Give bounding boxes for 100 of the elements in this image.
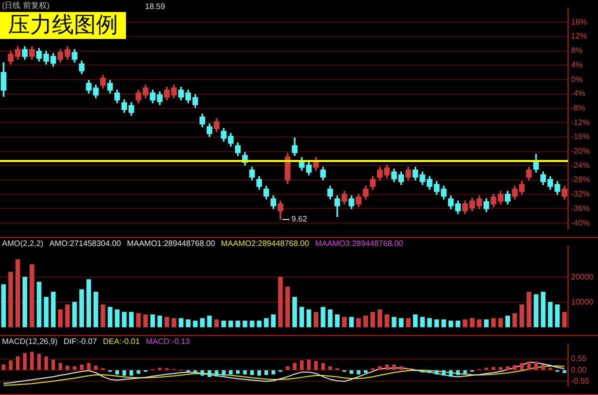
bar bbox=[299, 306, 304, 328]
bar bbox=[236, 320, 240, 328]
bar bbox=[36, 282, 42, 328]
bar bbox=[178, 318, 184, 328]
y-tick-label: -20% bbox=[571, 146, 590, 156]
bar bbox=[378, 366, 382, 370]
bar bbox=[334, 314, 340, 328]
bar bbox=[328, 309, 332, 328]
bar bbox=[214, 370, 218, 376]
bar bbox=[250, 320, 254, 328]
bar bbox=[342, 316, 347, 328]
bar bbox=[463, 370, 467, 374]
y-tick-label: -0.55 bbox=[571, 376, 590, 386]
bar bbox=[448, 320, 454, 328]
bar bbox=[321, 363, 325, 370]
bar bbox=[350, 370, 354, 374]
bar bbox=[51, 360, 56, 370]
bar bbox=[164, 316, 170, 328]
bar bbox=[122, 370, 126, 376]
bar bbox=[456, 370, 460, 376]
bar bbox=[37, 354, 41, 370]
bar bbox=[356, 318, 361, 328]
chart-title: MACD(12,26,9) bbox=[2, 337, 58, 346]
y-tick-label: -4% bbox=[571, 89, 586, 98]
bar bbox=[498, 367, 502, 370]
bar bbox=[23, 352, 27, 370]
bar bbox=[356, 370, 360, 374]
bar bbox=[427, 318, 432, 328]
bar bbox=[540, 292, 546, 328]
bar bbox=[256, 320, 262, 328]
annotation: AMO:271458304.00 bbox=[49, 239, 121, 248]
bar bbox=[193, 370, 198, 374]
chart-title: AMO(2,2,2) bbox=[2, 239, 44, 248]
bar bbox=[272, 370, 276, 374]
bar bbox=[257, 370, 261, 376]
text: DEA:-0.01 bbox=[102, 337, 140, 346]
bar bbox=[228, 370, 233, 374]
bar bbox=[349, 316, 354, 328]
annotation: MAAMO3:289448768.00 bbox=[315, 239, 404, 248]
bar bbox=[392, 364, 396, 370]
bar bbox=[492, 367, 496, 370]
bar bbox=[491, 318, 496, 328]
y-tick-label: -16% bbox=[571, 132, 590, 142]
bar bbox=[285, 286, 290, 328]
bar bbox=[534, 294, 538, 328]
bar bbox=[534, 362, 538, 370]
bar bbox=[378, 309, 382, 328]
bar bbox=[136, 370, 140, 374]
bar bbox=[72, 366, 76, 370]
bar bbox=[278, 276, 283, 328]
text: DIF:-0.07 bbox=[64, 337, 97, 346]
bar bbox=[562, 312, 567, 328]
bar bbox=[157, 316, 162, 328]
bar bbox=[1, 284, 6, 328]
bar bbox=[520, 363, 524, 370]
bar bbox=[122, 312, 127, 328]
bar bbox=[413, 314, 418, 328]
bar bbox=[441, 319, 446, 328]
bar bbox=[307, 360, 311, 370]
bar bbox=[264, 370, 268, 376]
bar bbox=[8, 272, 13, 328]
bar bbox=[86, 279, 92, 328]
bar bbox=[470, 318, 474, 328]
annotation: 9.62 bbox=[291, 214, 308, 224]
y-tick-label: -40% bbox=[571, 218, 590, 228]
bar bbox=[385, 364, 389, 370]
y-tick-label: -8% bbox=[571, 103, 586, 112]
bar bbox=[8, 360, 12, 370]
bar bbox=[108, 306, 112, 328]
bar bbox=[200, 318, 205, 328]
bar bbox=[392, 316, 396, 328]
bar bbox=[150, 314, 155, 328]
bar bbox=[520, 304, 524, 328]
bar bbox=[484, 319, 489, 328]
bar bbox=[242, 320, 248, 328]
bar bbox=[476, 319, 482, 328]
bar bbox=[306, 309, 312, 328]
bar bbox=[100, 304, 106, 328]
annotation: MAAMO2:289448768.00 bbox=[221, 239, 310, 248]
y-tick-label: 0.55 bbox=[571, 354, 588, 364]
bar bbox=[208, 370, 212, 378]
bar bbox=[462, 319, 468, 328]
y-tick-label: -24% bbox=[571, 160, 590, 170]
bar bbox=[548, 302, 553, 328]
y-tick-label: 10000 bbox=[571, 297, 594, 306]
bar bbox=[314, 312, 318, 328]
bar bbox=[434, 319, 439, 328]
bar bbox=[50, 292, 56, 328]
bar bbox=[130, 370, 134, 376]
bar bbox=[221, 320, 226, 328]
bar bbox=[370, 312, 376, 328]
bar bbox=[236, 370, 240, 374]
bar bbox=[58, 363, 62, 370]
bar bbox=[72, 302, 77, 328]
bar bbox=[498, 318, 503, 328]
bar bbox=[555, 304, 560, 328]
bar bbox=[15, 259, 20, 328]
chart-subtitle: (日线 前复权) bbox=[2, 0, 50, 11]
bar bbox=[214, 319, 219, 328]
bar bbox=[442, 370, 446, 376]
